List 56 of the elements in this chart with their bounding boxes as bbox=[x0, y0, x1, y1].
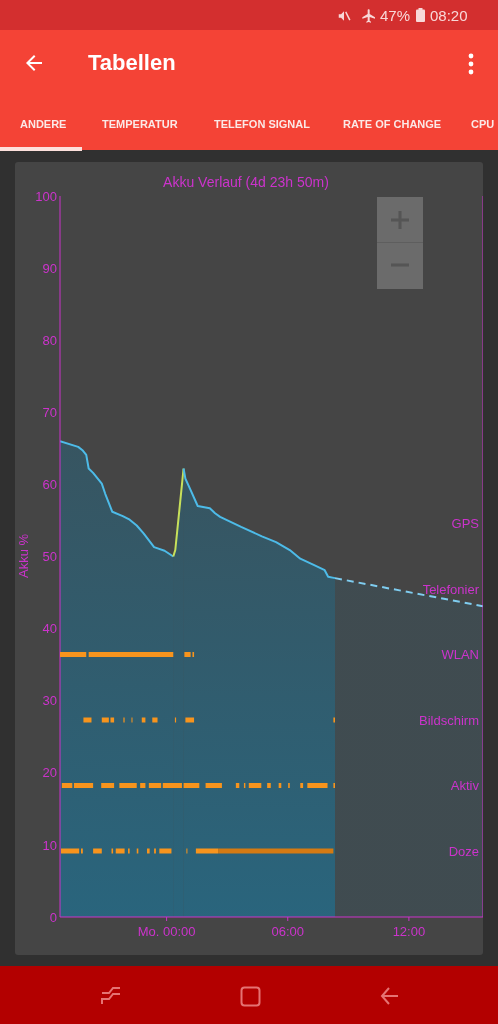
bar bbox=[218, 848, 334, 854]
y-tick-label: 90 bbox=[42, 260, 57, 276]
bar bbox=[93, 848, 102, 854]
y-tick-label: 50 bbox=[42, 549, 57, 565]
bar bbox=[205, 783, 222, 788]
text: RATE OF CHANGE bbox=[343, 118, 442, 130]
y-tick-label: Doze bbox=[448, 843, 479, 859]
chart-title: Akku Verlauf (4d 23h 50m) bbox=[162, 174, 330, 190]
bar bbox=[184, 652, 191, 657]
y-tick-label: 20 bbox=[42, 765, 57, 781]
y-tick-label: 60 bbox=[42, 477, 57, 493]
x-tick-label: 06:00 bbox=[271, 924, 305, 940]
bar bbox=[101, 783, 115, 788]
x-tick-label: 12:00 bbox=[392, 924, 426, 940]
bar bbox=[152, 717, 158, 723]
bar bbox=[61, 783, 73, 788]
bar bbox=[185, 717, 195, 723]
y-tick-label: Bildschirm bbox=[419, 712, 479, 728]
y-tick-label: 70 bbox=[42, 404, 57, 420]
bar bbox=[73, 783, 94, 788]
y-tick-label: 40 bbox=[42, 621, 57, 637]
text: CPU bbox=[471, 118, 495, 130]
bar bbox=[115, 848, 125, 854]
bar bbox=[183, 783, 200, 788]
y-tick-label: 30 bbox=[42, 693, 57, 709]
bar bbox=[195, 848, 219, 854]
bar bbox=[159, 848, 172, 854]
y-tick-label: Telefonier bbox=[422, 581, 480, 597]
y-tick-label: 0 bbox=[49, 909, 57, 925]
y-axis-title: Akku % bbox=[16, 532, 31, 581]
text: ANDERE bbox=[20, 118, 67, 130]
text: 08:20 bbox=[430, 7, 468, 24]
bar bbox=[140, 783, 146, 788]
bar bbox=[248, 783, 262, 788]
text: 47% bbox=[380, 7, 411, 24]
bar bbox=[60, 652, 87, 657]
bar bbox=[162, 783, 182, 788]
bar bbox=[61, 848, 80, 854]
y-tick-label: 80 bbox=[42, 332, 57, 348]
bar bbox=[83, 717, 92, 723]
bar bbox=[119, 783, 137, 788]
text: TELEFON SIGNAL bbox=[214, 118, 310, 130]
text: TEMPERATUR bbox=[102, 118, 178, 130]
y-tick-label: GPS bbox=[451, 516, 480, 532]
bar bbox=[307, 783, 328, 788]
bar bbox=[147, 848, 150, 854]
y-tick-label: Aktiv bbox=[450, 778, 480, 794]
text: Tabellen bbox=[88, 50, 176, 75]
y-tick-label: WLAN bbox=[441, 647, 479, 663]
bar bbox=[267, 783, 271, 788]
bar bbox=[148, 783, 162, 788]
y-tick-label: 10 bbox=[42, 837, 57, 853]
y-tick-label: 100 bbox=[35, 188, 57, 204]
bar bbox=[300, 783, 304, 788]
x-tick-label: Mo. 00:00 bbox=[137, 924, 196, 940]
bar bbox=[88, 652, 174, 657]
